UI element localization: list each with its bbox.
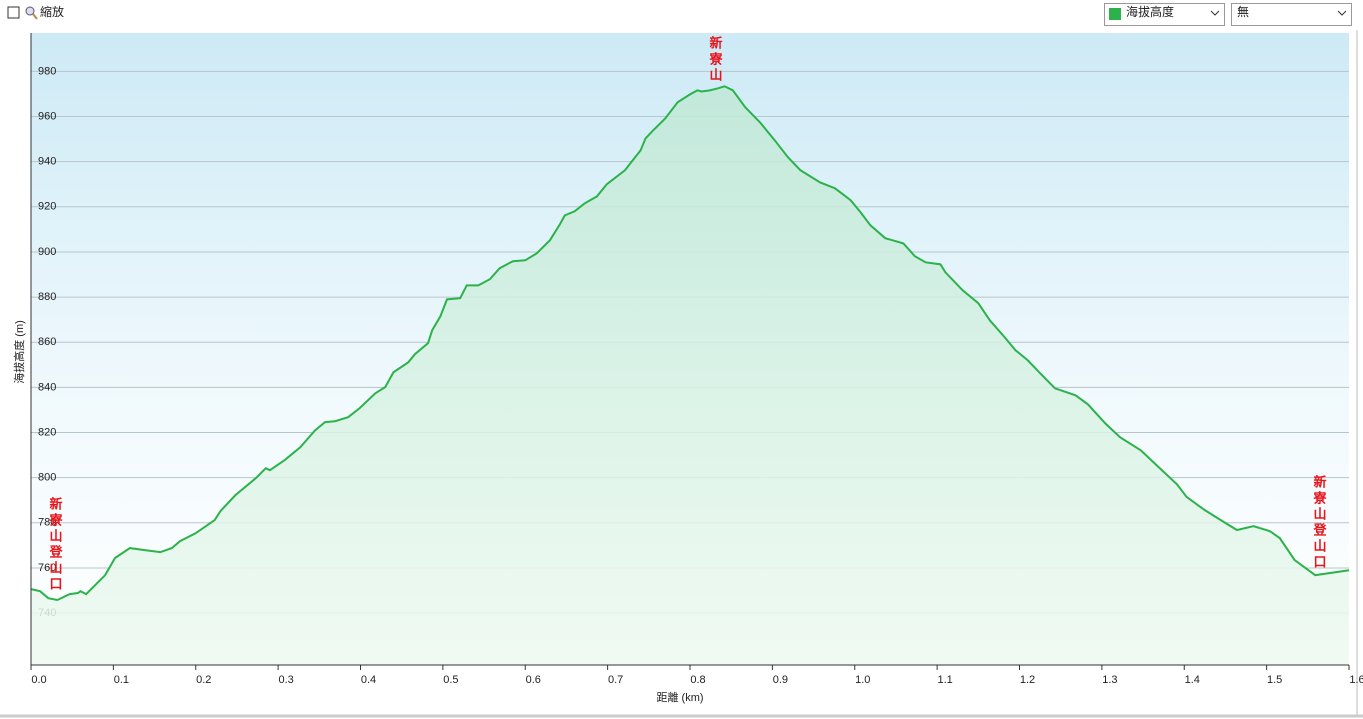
magnifier-icon — [25, 6, 35, 16]
y-axis-title: 海拔高度 (m) — [12, 320, 26, 384]
series-select-label: 海拔高度 — [1126, 4, 1174, 19]
magnifier-handle — [32, 13, 38, 20]
y-tick-label: 900 — [38, 246, 56, 258]
x-tick-label: 0.1 — [114, 674, 129, 686]
series-select[interactable] — [1104, 3, 1225, 26]
elevation-area — [31, 86, 1349, 666]
peak-annotation: 新寮山 — [708, 35, 724, 84]
x-tick-label: 1.3 — [1102, 674, 1117, 686]
zoom-checkbox[interactable] — [7, 6, 20, 19]
zoom-label[interactable]: 縮放 — [40, 4, 64, 19]
y-tick-label: 920 — [38, 201, 56, 213]
compare-select-label: 無 — [1237, 4, 1249, 19]
y-tick-label: 940 — [38, 156, 56, 168]
y-tick-label: 960 — [38, 110, 56, 122]
x-tick-label: 0.6 — [526, 674, 541, 686]
x-tick-label: 0.9 — [773, 674, 788, 686]
y-tick-label: 860 — [38, 336, 56, 348]
x-tick-label: 0.0 — [31, 674, 46, 686]
y-tick-label: 980 — [38, 65, 56, 77]
series-swatch — [1109, 8, 1121, 20]
y-tick-label: 840 — [38, 381, 56, 393]
x-tick-label: 1.6 — [1349, 674, 1363, 686]
x-tick-label: 1.0 — [855, 674, 870, 686]
y-tick-label: 800 — [38, 472, 56, 484]
x-tick-label: 0.4 — [361, 674, 376, 686]
compare-select[interactable] — [1231, 3, 1352, 26]
y-tick-label: 820 — [38, 426, 56, 438]
x-tick-label: 0.3 — [278, 674, 293, 686]
peak-annotation: 新寮山登山口 — [1312, 474, 1328, 571]
x-tick-label: 0.8 — [690, 674, 705, 686]
x-tick-label: 1.1 — [937, 674, 952, 686]
y-tick-label: 880 — [38, 291, 56, 303]
x-tick-label: 1.5 — [1267, 674, 1282, 686]
peak-annotation: 新寮山登山口 — [48, 496, 64, 593]
x-axis-title: 距離 (km) — [656, 690, 703, 704]
elevation-line — [30, 85, 1350, 602]
x-tick-label: 0.5 — [443, 674, 458, 686]
x-tick-label: 0.2 — [196, 674, 211, 686]
y-tick-label: 780 — [38, 517, 56, 529]
dropdown-arrow — [1210, 10, 1220, 16]
x-tick-label: 0.7 — [608, 674, 623, 686]
y-tick-label: 760 — [38, 562, 56, 574]
x-tick-label: 1.2 — [1020, 674, 1035, 686]
x-tick-label: 1.4 — [1185, 674, 1200, 686]
dropdown-arrow — [1337, 10, 1347, 16]
